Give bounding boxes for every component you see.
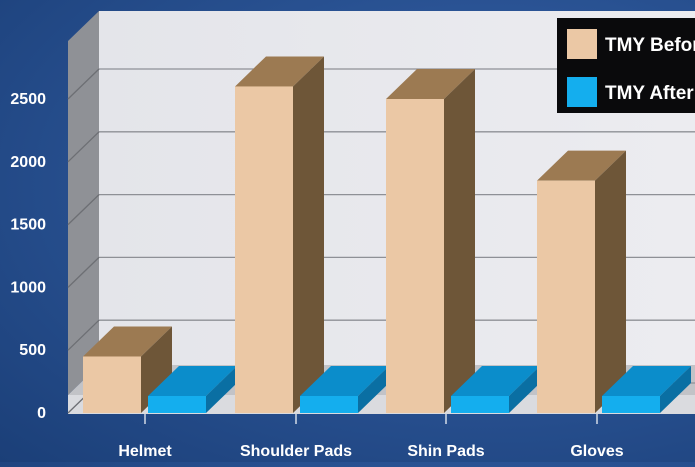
y-tick-label: 2500 <box>10 91 46 108</box>
gridline-side <box>67 194 100 226</box>
x-tick-label: Shoulder Pads <box>240 443 352 460</box>
x-axis-labels: Helmet Shoulder Pads Shin Pads Gloves <box>118 414 624 460</box>
bar-tmy-after <box>300 366 389 413</box>
x-tick-label: Helmet <box>118 443 172 460</box>
bars <box>83 56 691 413</box>
bar-tmy-before <box>386 69 475 413</box>
legend-label: TMY After <box>605 83 694 104</box>
x-tick-label: Gloves <box>570 443 623 460</box>
bar-tmy-before <box>235 56 324 413</box>
gridline-side <box>67 131 100 163</box>
y-tick-label: 0 <box>37 405 46 422</box>
y-tick-label: 1500 <box>10 217 46 234</box>
bar-tmy-after <box>451 366 540 413</box>
legend-swatch <box>567 29 597 59</box>
left-wall <box>68 11 99 395</box>
gridline-side <box>67 256 100 288</box>
y-tick-label: 2000 <box>10 154 46 171</box>
bar-tmy-before <box>83 326 172 413</box>
legend: TMY Before TMY After <box>557 18 695 113</box>
gridline-side <box>67 68 100 100</box>
bar-tmy-before <box>537 150 626 413</box>
legend-swatch <box>567 77 597 107</box>
x-tick-label: Shin Pads <box>407 443 484 460</box>
gridline-side <box>67 319 100 351</box>
bar-tmy-after <box>602 366 691 413</box>
y-tick-label: 500 <box>19 342 46 359</box>
y-tick-label: 1000 <box>10 279 46 296</box>
y-axis-ticks: 0 500 1000 1500 2000 2500 <box>10 91 46 422</box>
legend-label: TMY Before <box>605 35 695 56</box>
bar-tmy-after <box>148 366 237 413</box>
